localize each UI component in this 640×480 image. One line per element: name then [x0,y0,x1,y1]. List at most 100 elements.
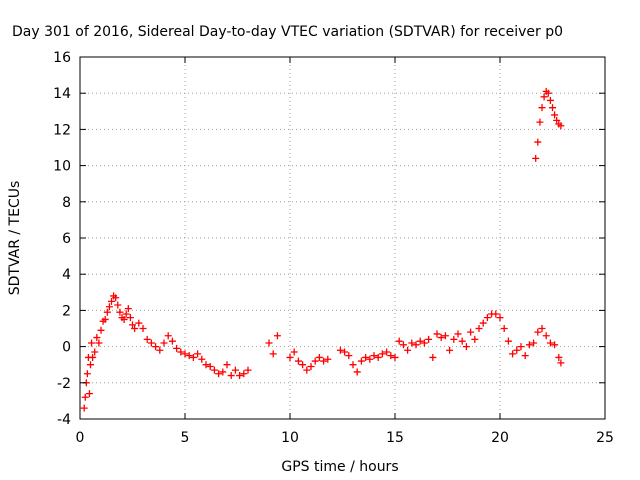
data-point [553,116,561,124]
data-point [395,337,403,345]
data-point [219,368,227,376]
data-point [374,353,382,361]
data-point [108,297,115,305]
y-tick-label: -2 [57,376,71,392]
data-point [135,319,143,327]
grid-lines [80,57,605,419]
chart-title: Day 301 of 2016, Sidereal Day-to-day VTE… [12,24,563,40]
data-point [345,352,353,360]
data-point [269,350,277,358]
data-point [408,339,416,347]
data-point [500,325,508,332]
y-tick-label: 8 [62,195,71,211]
data-point [189,353,197,361]
data-point [467,328,475,336]
data-point [534,328,542,336]
data-point [458,337,466,345]
data-point [521,352,529,360]
data-point [546,339,554,347]
data-point [244,366,252,374]
data-point [349,361,357,369]
data-point [303,366,311,374]
data-point [83,370,91,378]
data-point [168,337,176,345]
data-point [551,341,559,349]
data-point [299,361,307,369]
data-point [450,335,458,343]
data-point [525,341,533,349]
y-tick-label: 4 [62,267,71,283]
data-point [231,366,239,374]
data-point [87,361,94,369]
data-point [483,314,491,322]
data-point [404,346,412,354]
data-point [88,339,96,347]
x-tick-label: 15 [386,430,404,446]
data-point [357,357,365,365]
data-point [286,353,294,361]
data-point [120,315,128,323]
y-tick-label: 6 [62,231,71,247]
y-tick-label: -4 [57,412,71,428]
y-tick-label: 12 [53,122,71,138]
data-point [416,337,424,345]
data-point [147,339,155,347]
data-point [290,348,298,356]
data-point [320,357,328,365]
data-point [181,350,189,358]
y-tick-label: 2 [62,303,71,319]
data-point [93,334,101,342]
data-point [536,118,544,126]
data-point [555,353,563,361]
data-point [206,363,214,371]
data-point [532,154,540,162]
y-tick-label: 10 [53,159,71,175]
data-point [139,325,147,332]
data-point [551,111,559,119]
data-point [496,314,504,322]
data-point [129,321,136,329]
x-tick-label: 20 [491,430,509,446]
data-point [114,301,122,309]
data-point [429,353,437,361]
data-point [311,357,319,365]
data-point [425,335,433,343]
data-point [95,339,103,347]
data-point [240,370,248,378]
data-point [215,370,223,378]
tick-marks [79,56,606,420]
data-point [324,355,332,363]
data-point [122,310,130,318]
data-point [540,93,548,101]
data-point [97,326,105,334]
x-tick-label: 0 [76,430,85,446]
data-point [85,390,93,398]
data-point [341,348,349,356]
data-point [462,343,470,351]
data-point [156,346,164,354]
data-point [294,357,302,365]
data-point [546,96,554,104]
data-point [173,344,181,352]
series-sdtvar [80,87,565,412]
data-point [557,122,565,130]
data-point [227,372,235,380]
y-tick-labels: -4 -2 0 2 4 6 8 10 12 14 16 [53,50,71,428]
data-point [471,335,479,343]
data-point [336,346,344,354]
data-point [479,319,487,327]
data-point [126,314,134,322]
data-point [437,334,445,342]
data-point [378,350,386,358]
y-tick-label: 14 [53,86,71,102]
data-point [513,346,521,354]
data-point [160,339,168,347]
x-tick-label: 10 [281,430,299,446]
data-point [265,339,273,347]
data-point [412,341,420,349]
data-point [124,305,132,313]
data-point [370,352,378,360]
x-tick-labels: 0 5 10 15 20 25 [76,430,614,446]
y-axis-label: SDTVAR / TECUs [7,181,23,296]
